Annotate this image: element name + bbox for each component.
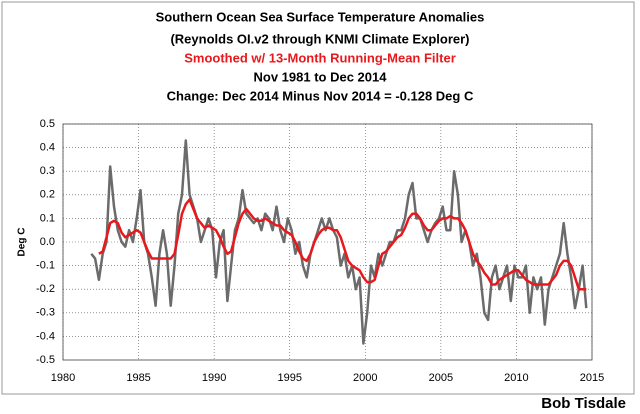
period: Nov 1981 to Dec 2014 <box>254 69 388 84</box>
series-label: Smoothed w/ 13-Month Running-Mean Filter <box>184 50 456 65</box>
x-tick-label: 2005 <box>429 372 453 384</box>
y-axis-label: Deg C <box>17 228 28 257</box>
series-line <box>90 139 588 345</box>
y-tick-label: -0.4 <box>36 330 55 342</box>
y-tick-label: 0.1 <box>40 212 55 224</box>
x-tick-label: 2010 <box>504 372 528 384</box>
y-tick-label: -0.3 <box>36 307 55 319</box>
chart-frame <box>1 1 635 395</box>
annotation: Change: Dec 2014 Minus Nov 2014 = -0.128… <box>167 88 474 103</box>
x-tick-label: 1980 <box>51 372 75 384</box>
y-tick-label: 0.2 <box>40 189 55 201</box>
series-line <box>98 198 587 291</box>
plot-area <box>62 123 593 361</box>
chart-title: Southern Ocean Sea Surface Temperature A… <box>156 9 485 24</box>
x-tick-label: 1995 <box>277 372 301 384</box>
credit: Bob Tisdale <box>541 395 626 412</box>
x-tick-label: 2000 <box>353 372 377 384</box>
y-tick-label: 0.4 <box>40 142 55 154</box>
x-tick-label: 1985 <box>126 372 150 384</box>
y-tick-label: 0.0 <box>40 236 55 248</box>
x-tick-label: 1990 <box>202 372 226 384</box>
y-tick-label: -0.5 <box>36 354 55 366</box>
y-tick-label: 0.5 <box>40 118 55 130</box>
y-tick-label: -0.1 <box>36 260 55 272</box>
x-tick-label: 2015 <box>580 372 604 384</box>
chart-subtitle: (Reynolds OI.v2 through KNMI Climate Exp… <box>170 31 469 46</box>
y-tick-label: -0.2 <box>36 283 55 295</box>
y-tick-label: 0.3 <box>40 165 55 177</box>
